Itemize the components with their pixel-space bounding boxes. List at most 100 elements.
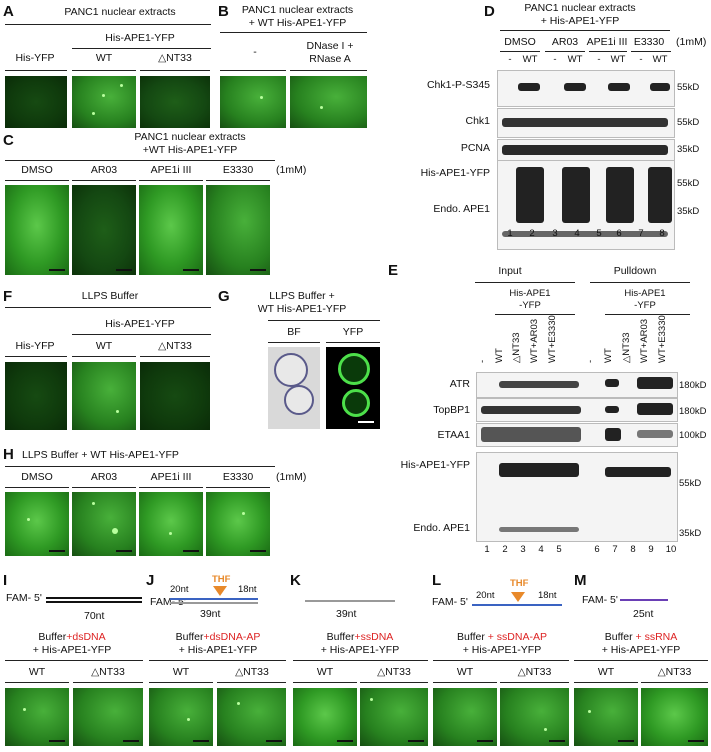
lane-number: 10 (665, 544, 677, 555)
col-label: WT (456, 666, 474, 678)
brightfield-image (268, 347, 320, 429)
lane-condition: WT+AR03 (639, 318, 650, 363)
left-length: 20nt (170, 584, 189, 595)
panel-e-sub2: -YFP (519, 300, 541, 311)
lane-number: 5 (596, 228, 602, 239)
micrograph (206, 185, 270, 275)
panel-label-c: C (3, 132, 14, 149)
lane-number: 8 (659, 228, 665, 239)
panel-label-d: D (484, 3, 495, 20)
row-label: Chk1 (465, 115, 490, 127)
panel-label-k: K (290, 572, 301, 589)
micrograph (5, 492, 69, 556)
lane-condition: WT (603, 348, 614, 363)
micrograph (149, 688, 213, 746)
panel-e-pulldown: Pulldown (613, 265, 657, 277)
panel-label-b: B (218, 3, 229, 20)
panel-f-col1: His-YFP (15, 340, 55, 352)
col-label: △NT33 (91, 666, 125, 678)
micrograph (574, 688, 638, 746)
micrograph (5, 688, 69, 746)
panel-f-header: His-APE1-YFP (105, 318, 175, 330)
panel-c-col1: DMSO (21, 164, 53, 176)
micrograph (217, 688, 286, 746)
panel-label-e: E (388, 262, 399, 279)
mw-label: 35kD (677, 144, 700, 155)
panel-c-conc: (1mM) (276, 164, 307, 176)
blot-chk1-p (497, 70, 675, 107)
panel-a-title: PANC1 nuclear extracts (64, 6, 176, 18)
row-label: His-APE1-YFP (420, 167, 490, 179)
lane-number: 2 (502, 544, 508, 555)
panel-b-title2: + WT His-APE1-YFP (248, 17, 347, 29)
thf-marker (213, 586, 227, 596)
panel-d-conc: (1mM) (676, 36, 707, 48)
col-label: WT (316, 666, 334, 678)
panel-g-title1: LLPS Buffer + (269, 290, 335, 302)
col-label: △NT33 (377, 666, 411, 678)
panel-g-title2: WT His-APE1-YFP (257, 303, 347, 315)
panel-a-header: His-APE1-YFP (105, 32, 175, 44)
micrograph (641, 688, 708, 746)
condition-label: Buffer + ssRNA (604, 631, 678, 643)
row-label: ATR (449, 378, 470, 390)
length-label: 39nt (200, 608, 221, 620)
row-label: His-APE1-YFP (400, 459, 470, 471)
panel-e-sub1b: His-APE1 (624, 288, 666, 299)
length-label: 39nt (336, 608, 357, 620)
row-label: Chk1-P-S345 (426, 79, 490, 91)
micrograph (500, 688, 569, 746)
fam-label: FAM- 5' (432, 596, 468, 608)
micrograph (220, 76, 286, 128)
micrograph (360, 688, 428, 746)
panel-d-group4: E3330 (633, 36, 665, 48)
panel-g-col2: YFP (342, 326, 364, 338)
panel-f-title: LLPS Buffer (81, 290, 139, 302)
blot-his-ape1 (497, 160, 675, 250)
condition-label-2: + His-APE1-YFP (178, 644, 258, 656)
micrograph (139, 185, 203, 275)
right-length: 18nt (238, 584, 257, 595)
panel-c-title2: +WT His-APE1-YFP (142, 144, 238, 156)
mw-label: 55kD (677, 117, 700, 128)
lane-number: 4 (538, 544, 544, 555)
sign: - (553, 54, 557, 65)
row-label: Endo. APE1 (413, 522, 470, 534)
fam-label: FAM- 5' (6, 592, 42, 604)
panel-h-col1: DMSO (21, 471, 53, 483)
condition-label-2: + His-APE1-YFP (601, 644, 681, 656)
left-length: 20nt (476, 590, 495, 601)
lane-number: 7 (638, 228, 644, 239)
length-label: 70nt (84, 610, 105, 622)
lane-number: 6 (616, 228, 622, 239)
lane-number: 3 (552, 228, 558, 239)
lane-condition: - (585, 359, 596, 363)
sign: WT (610, 54, 626, 65)
panel-label-i: I (3, 572, 8, 589)
blot-etaa1 (476, 423, 678, 447)
sign: WT (652, 54, 668, 65)
mw-label: 55kD (677, 178, 700, 189)
panel-c-title1: PANC1 nuclear extracts (134, 131, 246, 143)
micrograph (5, 362, 67, 430)
panel-label-g: G (218, 288, 230, 305)
blot-topbp1 (476, 398, 678, 422)
micrograph (73, 688, 143, 746)
row-label: TopBP1 (433, 404, 470, 416)
mw-label: 55kD (677, 82, 700, 93)
col-label: WT (28, 666, 46, 678)
blot-his-ape1-e (476, 452, 678, 542)
col-label: △NT33 (517, 666, 552, 678)
lane-number: 8 (630, 544, 636, 555)
panel-d-group3: APE1i III (586, 36, 628, 48)
lane-number: 7 (612, 544, 618, 555)
lane-number: 2 (529, 228, 535, 239)
lane-number: 6 (594, 544, 600, 555)
right-length: 18nt (538, 590, 557, 601)
panel-b-col2a: DNase I + (306, 40, 354, 52)
panel-h-col3: APE1i III (150, 471, 192, 483)
panel-d-title2: + His-APE1-YFP (540, 15, 620, 27)
lane-number: 3 (520, 544, 526, 555)
panel-f-col2: WT (95, 340, 113, 352)
mw-label: 180kD (679, 380, 707, 391)
